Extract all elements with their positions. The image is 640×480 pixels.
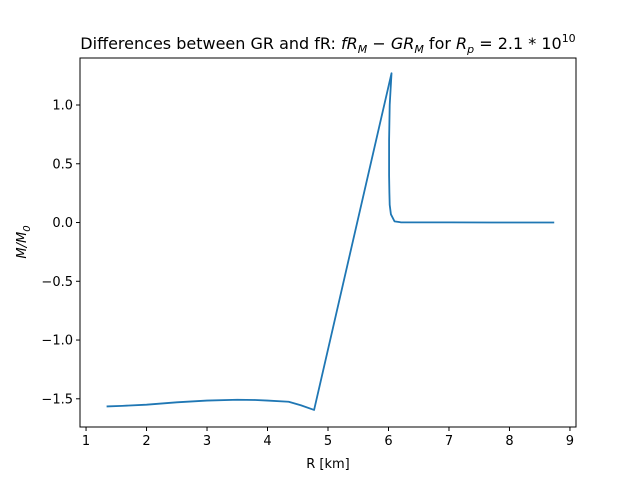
x-tick-label: 1 <box>82 434 90 449</box>
x-tick-label: 7 <box>445 434 453 449</box>
y-tick-label: 0.0 <box>52 216 73 231</box>
y-axis-label: M/M0 <box>15 225 33 258</box>
x-tick-label: 4 <box>263 434 271 449</box>
y-tick-label: −0.5 <box>41 275 73 290</box>
y-tick-label: 1.0 <box>52 99 73 114</box>
y-axis: −1.5 −1.0 −0.5 0.0 0.5 1.0 <box>41 99 80 407</box>
x-tick-label: 6 <box>384 434 392 449</box>
x-tick-label: 5 <box>324 434 332 449</box>
x-tick-label: 3 <box>203 434 211 449</box>
chart-title: Differences between GR and fR: fRM − GRM… <box>80 32 575 56</box>
series-line <box>106 72 555 411</box>
x-axis: 1 2 3 4 5 6 7 8 9 <box>82 427 574 449</box>
axes-frame <box>79 57 577 428</box>
y-tick-label: −1.5 <box>41 392 73 407</box>
x-axis-label: R [km] <box>306 457 350 472</box>
x-tick-label: 2 <box>142 434 150 449</box>
x-tick-label: 8 <box>505 434 513 449</box>
y-tick-label: 0.5 <box>52 157 73 172</box>
x-tick-label: 9 <box>566 434 574 449</box>
y-tick-label: −1.0 <box>41 334 73 349</box>
plot-area <box>106 72 555 411</box>
